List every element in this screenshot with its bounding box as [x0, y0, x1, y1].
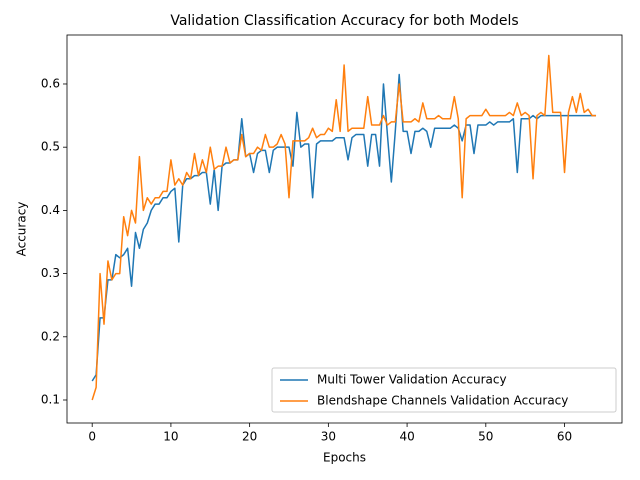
x-tick-label: 20	[242, 430, 257, 444]
x-tick-label: 0	[88, 430, 96, 444]
x-tick-label: 40	[399, 430, 414, 444]
data-line	[91, 54, 597, 401]
legend-label: Multi Tower Validation Accuracy	[317, 373, 507, 387]
data-line	[91, 73, 597, 382]
y-tick-label: 0.3	[41, 266, 60, 280]
y-tick-label: 0.1	[41, 392, 60, 406]
y-tick-label: 0.4	[41, 203, 60, 217]
legend-box	[271, 367, 617, 413]
chart-title: Validation Classification Accuracy for b…	[170, 13, 518, 29]
plot-frame	[66, 34, 623, 424]
y-tick-label: 0.6	[41, 76, 60, 90]
legend-label: Blendshape Channels Validation Accuracy	[317, 394, 568, 408]
y-axis-label: Accuracy	[15, 202, 29, 257]
x-tick-label: 60	[557, 430, 572, 444]
y-tick-label: 0.5	[41, 140, 60, 154]
x-tick-label: 10	[163, 430, 178, 444]
y-tick-label: 0.2	[41, 329, 60, 343]
x-axis-label: Epochs	[323, 451, 366, 465]
x-tick-label: 30	[321, 430, 336, 444]
x-tick-label: 50	[478, 430, 493, 444]
legend: Multi Tower Validation Accuracy Blendshap…	[271, 367, 617, 413]
